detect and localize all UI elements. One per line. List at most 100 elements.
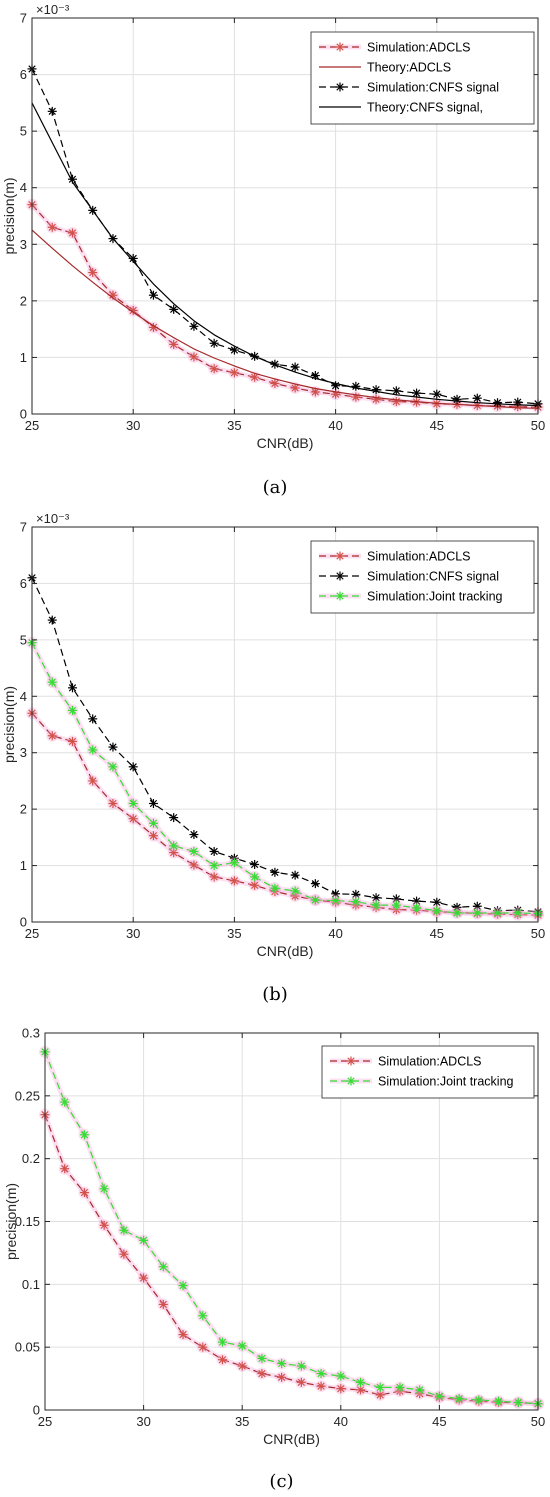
data-point: [189, 352, 199, 362]
data-point: [178, 1330, 188, 1340]
legend-swatch-marker: [346, 1076, 356, 1086]
data-point: [119, 1249, 129, 1259]
data-point: [257, 1353, 267, 1363]
data-point: [250, 859, 260, 869]
series-theory-cnfs-signal-: [31, 102, 539, 407]
data-point: [217, 1355, 227, 1365]
x-axis-label: CNR(dB): [263, 1431, 320, 1447]
y-tick-label: 1: [20, 858, 27, 873]
y-tick-label: 3: [20, 745, 27, 760]
data-point: [493, 398, 503, 408]
legend-swatch-marker: [335, 591, 345, 601]
data-point: [371, 900, 381, 910]
legend-box: [310, 540, 535, 614]
x-axis-label: CNR(dB): [257, 943, 314, 959]
data-point: [296, 1377, 306, 1387]
data-point: [290, 870, 300, 880]
data-point: [178, 1281, 188, 1291]
series-theory-adcls: [31, 229, 539, 409]
legend-entry-label: Simulation:ADCLS: [367, 550, 471, 564]
y-exponent-label: ×10⁻³: [36, 511, 70, 526]
data-point: [472, 393, 482, 403]
data-point: [310, 387, 320, 397]
data-point: [209, 846, 219, 856]
data-point: [452, 902, 462, 912]
series-simulation-adcls: [39, 1108, 544, 1410]
data-point: [139, 1235, 149, 1245]
data-point: [47, 731, 57, 741]
data-point: [88, 268, 98, 278]
y-tick-label: 2: [20, 293, 27, 308]
y-tick-label: 0.15: [15, 1214, 40, 1229]
data-point: [169, 339, 179, 349]
data-point: [270, 867, 280, 877]
data-point: [351, 381, 361, 391]
legend-entry-label: Simulation:ADCLS: [367, 41, 471, 55]
y-axis-label: precision(m): [3, 1183, 19, 1260]
y-exponent-label: ×10⁻³: [36, 2, 70, 17]
y-tick-label: 4: [20, 689, 27, 704]
series-simulation-joint-tracking: [39, 1045, 544, 1410]
x-tick-label: 35: [227, 926, 241, 941]
y-tick-label: 0.25: [15, 1088, 40, 1103]
data-point: [395, 1382, 405, 1392]
data-point: [250, 372, 260, 382]
data-point: [375, 1382, 385, 1392]
data-point: [67, 705, 77, 715]
legend: Simulation:ADCLS Simulation:CNFS signal Si…: [310, 540, 535, 614]
data-point: [351, 897, 361, 907]
y-tick-label: 0: [20, 407, 27, 422]
data-point: [108, 799, 118, 808]
data-point: [169, 304, 179, 314]
data-point: [452, 394, 462, 404]
data-point: [67, 736, 77, 746]
chart-1: 25 30 35 40 45 5001234567×10⁻³CNR(dB)precisio…: [1, 2, 545, 498]
data-point: [169, 813, 179, 823]
data-point: [79, 1188, 89, 1198]
data-point: [209, 872, 219, 882]
legend: Simulation:ADCLS Theory:ADCLS Simulation:C…: [310, 31, 535, 125]
legend-swatch-marker: [346, 1056, 356, 1066]
data-point: [217, 1337, 227, 1347]
data-point: [209, 338, 219, 348]
data-point: [60, 1164, 70, 1174]
data-point: [169, 841, 179, 851]
x-tick-label: 35: [235, 1414, 249, 1429]
data-point: [474, 1395, 484, 1405]
data-point: [67, 683, 77, 693]
data-point: [391, 386, 401, 396]
data-point: [432, 389, 442, 399]
data-point: [67, 228, 77, 238]
y-tick-label: 6: [20, 576, 27, 591]
data-point: [434, 1391, 444, 1401]
data-point: [454, 1394, 464, 1404]
data-point: [412, 903, 422, 913]
x-tick-label: 40: [334, 1414, 348, 1429]
data-point: [88, 776, 98, 786]
data-point: [316, 1369, 326, 1379]
legend-swatch-marker: [335, 551, 345, 561]
x-tick-label: 50: [531, 1414, 545, 1429]
data-point: [189, 830, 199, 840]
data-point: [99, 1184, 109, 1194]
data-point: [189, 846, 199, 856]
y-axis-label: precision(m): [1, 686, 17, 763]
series-line: [31, 68, 539, 405]
data-point: [148, 818, 158, 828]
data-point: [229, 876, 239, 886]
data-point: [513, 1397, 523, 1407]
data-point: [412, 388, 422, 398]
data-point: [189, 321, 199, 331]
data-point: [270, 883, 280, 893]
data-point: [169, 848, 179, 858]
series-line: [44, 1114, 539, 1405]
data-point: [513, 908, 523, 918]
legend-entry-label: Simulation:ADCLS: [378, 1055, 482, 1069]
x-tick-label: 25: [38, 1414, 52, 1429]
x-tick-label: 25: [25, 926, 39, 941]
data-point: [415, 1385, 425, 1395]
data-point: [356, 1385, 366, 1395]
data-point: [375, 1390, 385, 1400]
x-tick-label: 30: [136, 1414, 150, 1429]
